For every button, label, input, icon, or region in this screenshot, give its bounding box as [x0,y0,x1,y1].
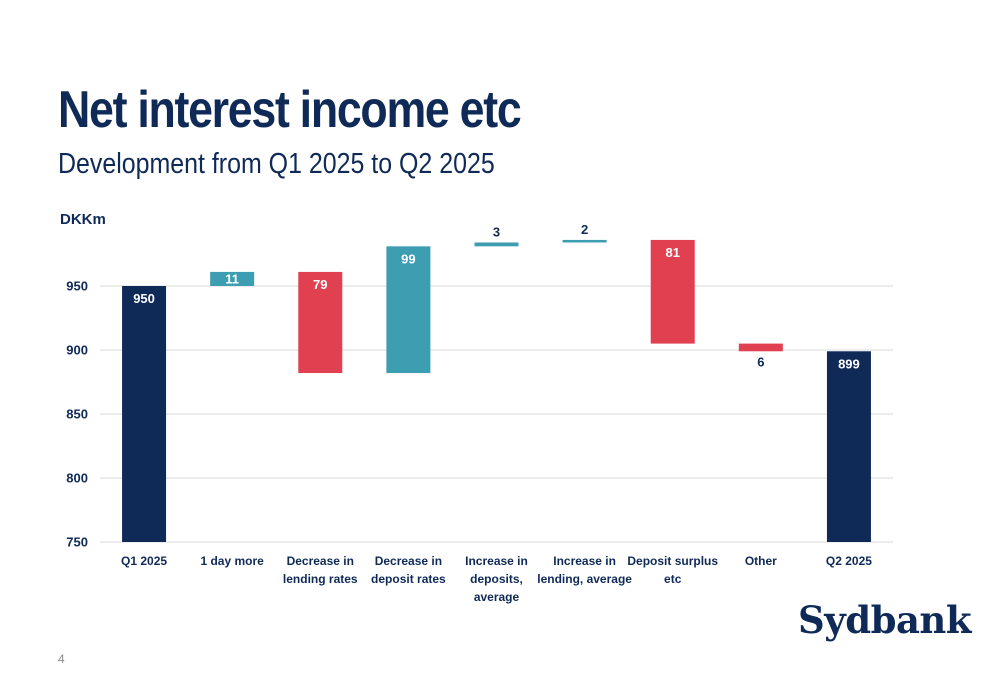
x-tick-label-5: Increase in lending, average [537,554,632,586]
gridlines [100,285,893,543]
y-axis-ticks: 750 800 850 900 950 [66,279,88,550]
x-axis-categories: Q1 2025 1 day more Decrease in lending rate… [121,554,872,604]
bars [122,239,871,542]
y-tick-850: 850 [66,407,88,422]
data-label-4: 3 [493,224,500,239]
x-tick-label-line: lending rates [283,572,358,586]
x-tick-label-line: Q1 2025 [121,554,167,568]
x-tick-label-1: 1 day more [200,554,264,568]
slide-title: Net interest income etc [58,81,522,139]
sydbank-logo: Sydbank [798,598,971,642]
data-labels: 950 11 79 99 3 2 81 6 899 [133,222,860,371]
data-label-2: 79 [313,277,327,292]
x-tick-label-7: Other [745,554,777,568]
x-tick-label-3: Decrease in deposit rates [371,554,446,586]
x-tick-label-line: Other [745,554,777,568]
x-tick-label-2: Decrease in lending rates [283,554,358,586]
x-tick-label-line: Increase in [465,554,528,568]
bar-2-decrease [298,271,343,374]
bar-1-increase [210,271,255,286]
x-tick-label-4: Increase in deposits, average [465,554,528,604]
bar-7-decrease [738,343,783,352]
y-tick-900: 900 [66,343,88,358]
bar-6-decrease [650,239,695,344]
data-label-7: 6 [757,354,764,369]
y-tick-950: 950 [66,279,88,294]
y-tick-750: 750 [66,535,88,550]
x-tick-label-line: average [474,590,520,604]
bar-0-total [122,286,167,542]
x-tick-label-line: Deposit surplus [627,554,718,568]
bar-3-increase [386,246,431,374]
bar-8-total [826,351,871,542]
x-tick-label-line: Q2 2025 [826,554,872,568]
page-number: 4 [58,652,65,666]
data-label-6: 81 [665,245,679,260]
data-label-0: 950 [133,291,155,306]
bar-5-increase [562,239,607,243]
data-label-8: 899 [838,356,860,371]
slide-subtitle: Development from Q1 2025 to Q2 2025 [58,148,495,180]
data-label-1: 11 [225,271,239,286]
data-label-5: 2 [581,222,588,237]
x-tick-label-line: Increase in [553,554,616,568]
x-tick-label-line: lending, average [537,572,632,586]
x-tick-label-8: Q2 2025 [826,554,872,568]
y-tick-800: 800 [66,471,88,486]
data-label-3: 99 [401,251,415,266]
x-tick-label-line: etc [664,572,682,586]
bar-4-increase [474,242,519,247]
y-axis-unit-label: DKKm [60,211,106,228]
x-tick-label-line: deposit rates [371,572,446,586]
x-tick-label-line: Decrease in [375,554,442,568]
x-tick-label-6: Deposit surplus etc [627,554,718,586]
x-tick-label-line: deposits, [470,572,523,586]
x-tick-label-0: Q1 2025 [121,554,167,568]
x-tick-label-line: 1 day more [200,554,264,568]
x-tick-label-line: Decrease in [287,554,354,568]
